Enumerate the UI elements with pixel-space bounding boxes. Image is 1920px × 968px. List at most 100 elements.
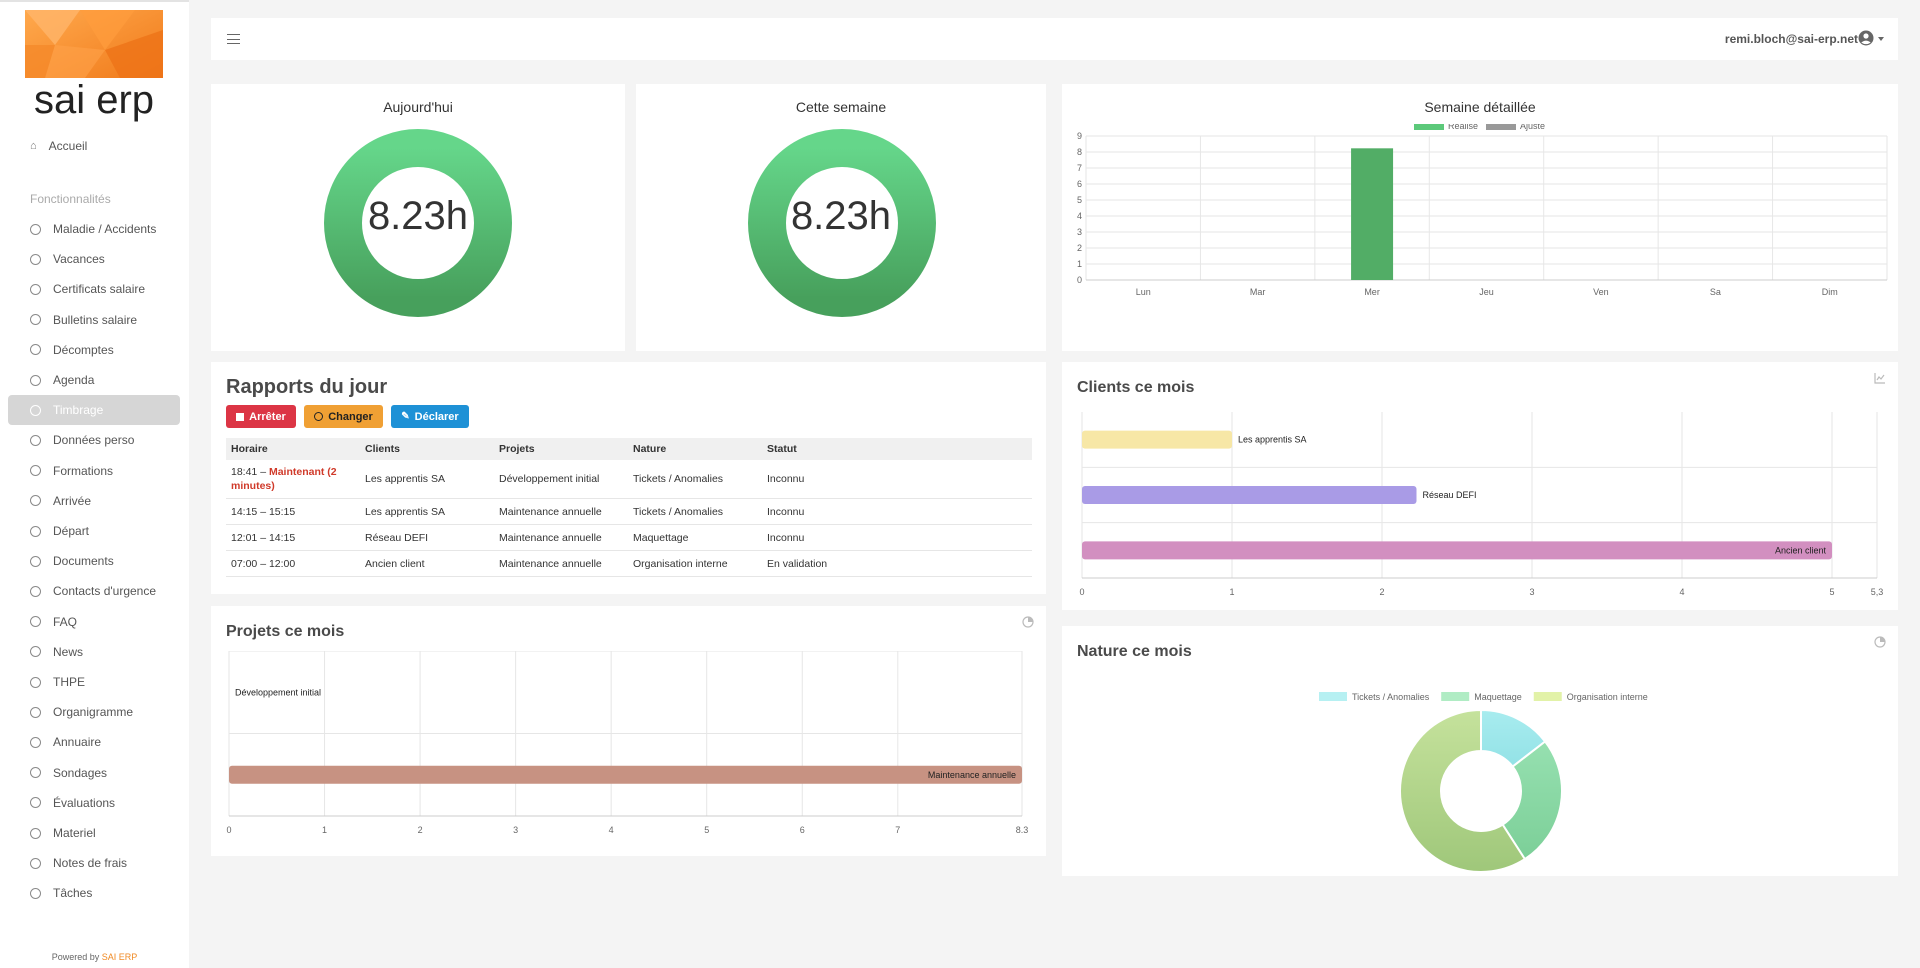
y-tick-label: 8: [1077, 147, 1082, 157]
user-menu-caret-icon[interactable]: [1878, 37, 1884, 41]
bar[interactable]: [1082, 486, 1417, 504]
sidebar-item-notes-de-frais[interactable]: Notes de frais: [8, 848, 180, 878]
sidebar-item-organigramme[interactable]: Organigramme: [8, 697, 180, 727]
menu-item-icon: [30, 253, 41, 265]
sidebar-item-home[interactable]: ⌂ Accueil: [8, 131, 180, 161]
project-cell: Maintenance annuelle: [494, 524, 628, 551]
sidebar-item-taches[interactable]: Tâches: [8, 878, 180, 908]
user-email[interactable]: remi.bloch@sai-erp.net: [1724, 32, 1858, 46]
week-detail-chart: Réalisé Ajusté 0 1 2 3 4 5 6 7 8 9 Lun Mar Mer Jeu Ven Sa…: [1077, 124, 1888, 297]
status-cell: Inconnu: [762, 524, 1032, 551]
time-cell: 18:41 – Maintenant (2 minutes): [226, 460, 360, 499]
hamburger-menu-icon[interactable]: [227, 34, 240, 44]
bar[interactable]: [1082, 430, 1232, 449]
menu-item-icon: [30, 374, 41, 386]
project-cell: Maintenance annuelle: [494, 498, 628, 525]
project-cell: Développement initial: [494, 460, 628, 499]
legend-swatch[interactable]: [1414, 124, 1444, 130]
nature-cell: Tickets / Anomalies: [628, 498, 762, 525]
sidebar-item-thpe[interactable]: THPE: [8, 667, 180, 697]
menu-item-icon: [30, 857, 41, 869]
x-tick-label: Mer: [1364, 287, 1380, 297]
nature-cell: Maquettage: [628, 524, 762, 551]
legend-swatch[interactable]: [1319, 692, 1347, 701]
bar[interactable]: [1082, 541, 1832, 560]
x-tick-label: 7: [895, 825, 900, 835]
change-button[interactable]: Changer: [304, 405, 383, 428]
table-row[interactable]: 07:00 – 12:00 Ancien client Maintenance an…: [226, 550, 1032, 577]
sidebar-item-documents[interactable]: Documents: [8, 546, 180, 576]
table-row[interactable]: 18:41 – Maintenant (2 minutes) Les appren…: [226, 460, 1032, 499]
time-cell: 07:00 – 12:00: [226, 550, 360, 577]
sidebar-item-depart[interactable]: Départ: [8, 516, 180, 546]
client-cell: Ancien client: [360, 550, 494, 577]
week-gauge: [748, 129, 936, 317]
x-tick-label: 1: [322, 825, 327, 835]
chart-pie-icon[interactable]: [1022, 616, 1034, 628]
x-tick-label: Mar: [1250, 287, 1266, 297]
column-header[interactable]: Statut: [762, 438, 1032, 460]
sidebar-item-label: Tâches: [53, 886, 93, 901]
sidebar-item-annuaire[interactable]: Annuaire: [8, 727, 180, 757]
sidebar-item-label: Maladie / Accidents: [53, 222, 157, 236]
sidebar-item-faq[interactable]: FAQ: [8, 607, 180, 637]
y-tick-label: 7: [1077, 163, 1082, 173]
pie-slice[interactable]: [1399, 708, 1527, 873]
sidebar-item-label: Organigramme: [53, 705, 134, 720]
today-value: 8.23h: [367, 194, 469, 238]
menu-item-icon: [30, 495, 41, 507]
chart-pie-icon[interactable]: [1874, 636, 1886, 648]
sidebar-item-timbrage[interactable]: Timbrage: [8, 395, 180, 426]
sidebar-item-vacances[interactable]: Vacances: [8, 244, 180, 274]
today-title: Aujourd'hui: [383, 99, 453, 115]
sidebar-item-certificats-salaire[interactable]: Certificats salaire: [8, 274, 180, 304]
x-tick-label: 2: [1379, 587, 1384, 597]
bar[interactable]: [229, 765, 1022, 784]
sidebar-item-agenda[interactable]: Agenda: [8, 365, 180, 395]
y-tick-label: 4: [1077, 211, 1082, 221]
sidebar-item-bulletins-salaire[interactable]: Bulletins salaire: [8, 305, 180, 335]
column-header[interactable]: Nature: [628, 438, 762, 460]
sidebar-item-formations[interactable]: Formations: [8, 456, 180, 486]
sidebar-item-contacts-d-urgence[interactable]: Contacts d'urgence: [8, 576, 180, 606]
menu-item-icon: [30, 585, 41, 597]
column-header[interactable]: Horaire: [226, 438, 360, 460]
clients-chart: 0 1 2 3 4 5 5,3 Les apprentis SA Réseau DEFI Anci…: [1079, 412, 1883, 597]
y-tick-label: 3: [1077, 227, 1082, 237]
y-tick-label: 5: [1077, 195, 1082, 205]
sidebar-item-maladie-accidents[interactable]: Maladie / Accidents: [8, 214, 180, 244]
sidebar-item-evaluations[interactable]: Évaluations: [8, 788, 180, 818]
menu-item-icon: [30, 223, 41, 235]
pie-slice[interactable]: [1501, 740, 1563, 861]
sidebar-item-sondages[interactable]: Sondages: [8, 758, 180, 788]
bar[interactable]: [1351, 148, 1394, 280]
sai-erp-logo[interactable]: sai erp: [25, 10, 163, 128]
nature-chart: Tickets / Anomalies Maquettage Organisatio…: [1319, 692, 1648, 873]
legend-label: Tickets / Anomalies: [1352, 692, 1430, 702]
user-circle-icon[interactable]: [1858, 30, 1874, 46]
declare-button[interactable]: ✎ Déclarer: [391, 405, 469, 428]
legend-swatch[interactable]: [1486, 124, 1516, 130]
sidebar-item-news[interactable]: News: [8, 637, 180, 667]
bar-label: Développement initial: [235, 687, 321, 697]
sidebar-item-donnees-perso[interactable]: Données perso: [8, 425, 180, 455]
client-cell: Les apprentis SA: [360, 460, 494, 499]
table-row[interactable]: 14:15 – 15:15 Les apprentis SA Maintenance…: [226, 498, 1032, 525]
sidebar-item-materiel[interactable]: Materiel: [8, 818, 180, 848]
table-row[interactable]: 12:01 – 14:15 Réseau DEFI Maintenance annu…: [226, 524, 1032, 551]
column-header[interactable]: Clients: [360, 438, 494, 460]
menu-item-icon: [30, 767, 41, 779]
stop-button[interactable]: Arrêter: [226, 405, 296, 428]
clients-title: Clients ce mois: [1077, 379, 1195, 396]
reports-title: Rapports du jour: [226, 376, 388, 398]
sidebar-item-arrivee[interactable]: Arrivée: [8, 486, 180, 516]
column-header[interactable]: Projets: [494, 438, 628, 460]
y-tick-label: 6: [1077, 179, 1082, 189]
legend-swatch[interactable]: [1441, 692, 1470, 701]
chart-line-icon[interactable]: [1874, 372, 1886, 384]
sidebar-item-decomptes[interactable]: Décomptes: [8, 335, 180, 365]
powered-by-link[interactable]: SAI ERP: [101, 952, 138, 962]
week-detail-card: Semaine détaillée Réalisé Ajusté 0 1 2 3 4 5 6 7 8…: [1062, 84, 1898, 351]
pencil-icon: ✎: [401, 411, 410, 422]
legend-swatch[interactable]: [1533, 692, 1562, 701]
